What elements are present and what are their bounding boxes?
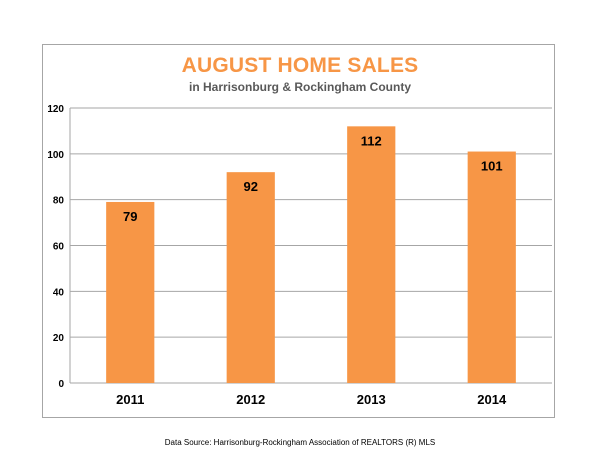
y-tick-label-80: 80 [53, 196, 65, 207]
x-category-label-2011: 2011 [116, 392, 144, 407]
category-labels: 2011 2012 2013 2014 [116, 392, 507, 407]
bar-2011 [106, 201, 155, 383]
y-tick-label-120: 120 [47, 104, 64, 115]
data-label-2012: 92 [244, 179, 258, 194]
x-category-label-2012: 2012 [236, 392, 265, 407]
data-labels: 79 92 112 101 [123, 133, 503, 224]
x-category-label-2013: 2013 [357, 392, 386, 407]
y-tick-label-20: 20 [53, 333, 65, 344]
y-tick-label-0: 0 [58, 379, 64, 390]
y-tick-label-40: 40 [53, 287, 65, 298]
bar-2014 [467, 151, 516, 383]
chart-title: AUGUST HOME SALES [181, 54, 419, 77]
chart-subtitle: in Harrisonburg & Rockingham County [188, 80, 411, 94]
bar-2013 [347, 126, 396, 383]
data-label-2013: 112 [361, 133, 382, 148]
data-label-2014: 101 [481, 159, 503, 174]
y-tick-label-100: 100 [47, 150, 64, 161]
bar-2012 [226, 172, 275, 383]
x-category-label-2014: 2014 [477, 392, 507, 407]
bars [106, 126, 516, 383]
y-tick-label-60: 60 [53, 242, 65, 253]
data-label-2011: 79 [123, 209, 137, 224]
y-axis-ticks: 0 20 40 60 80 100 120 [47, 104, 64, 390]
data-source-note: Data Source: Harrisonburg-Rockingham Ass… [164, 438, 436, 447]
